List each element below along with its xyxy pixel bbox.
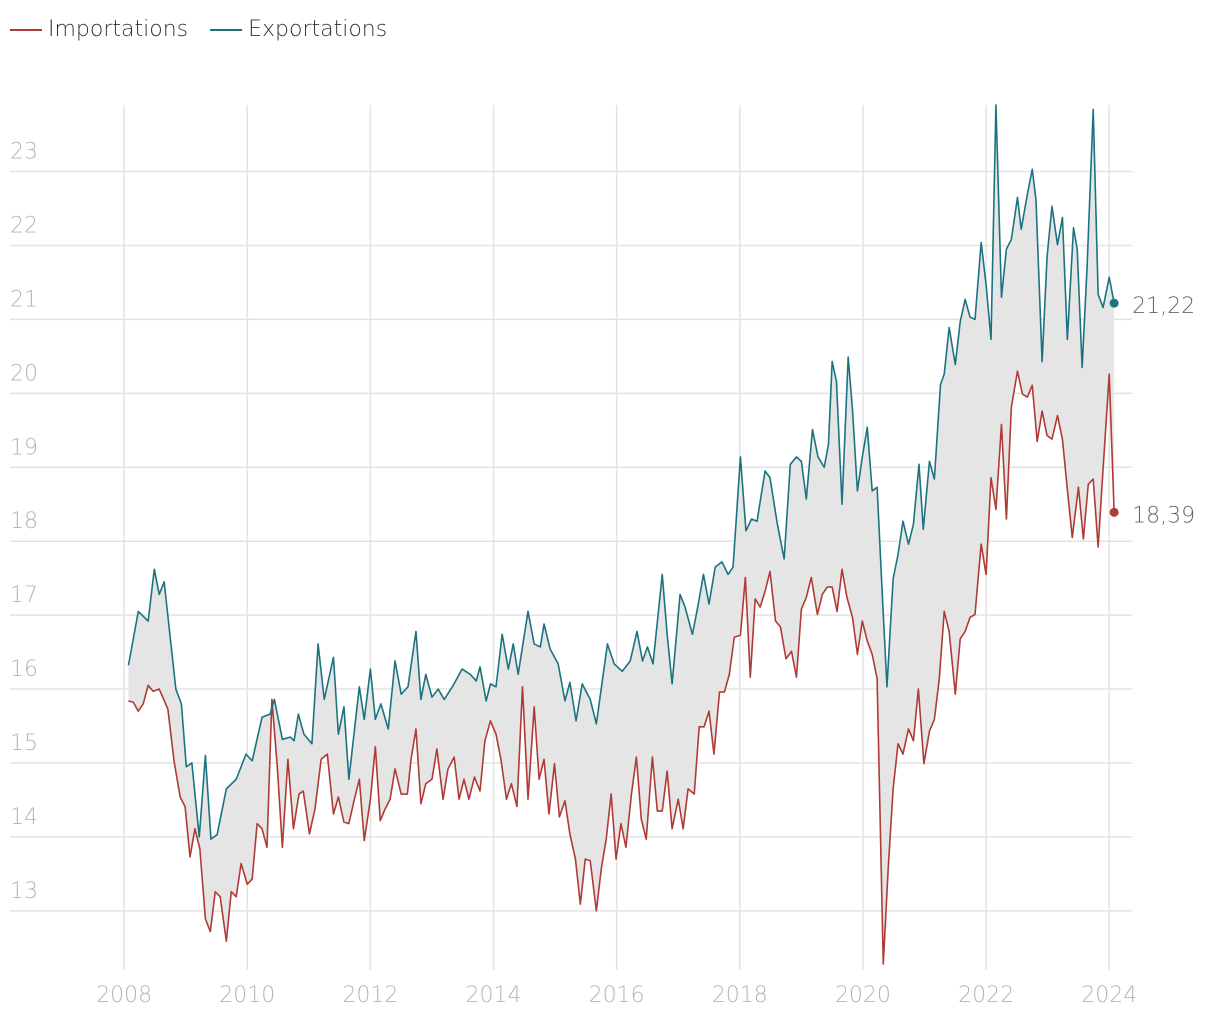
end-label: 18,39 xyxy=(1132,503,1195,528)
y-tick-label: 19 xyxy=(10,435,38,460)
x-tick-label: 2010 xyxy=(219,983,275,1008)
series-line xyxy=(128,370,1115,965)
y-tick-label: 13 xyxy=(10,879,38,904)
legend-label: Exportations xyxy=(248,17,387,42)
y-tick-label: 16 xyxy=(10,657,38,682)
x-tick-label: 2012 xyxy=(342,983,398,1008)
legend-label: Importations xyxy=(48,17,188,42)
end-dot xyxy=(1109,507,1119,517)
x-tick-label: 2024 xyxy=(1081,983,1137,1008)
y-tick-label: 14 xyxy=(10,805,38,830)
x-tick-label: 2016 xyxy=(589,983,645,1008)
y-tick-label: 20 xyxy=(10,361,38,386)
gap-band xyxy=(128,105,1115,965)
y-tick-label: 23 xyxy=(10,140,38,165)
y-tick-label: 15 xyxy=(10,731,38,756)
y-tick-label: 18 xyxy=(10,509,38,534)
end-label: 21,22 xyxy=(1132,294,1195,319)
y-tick-label: 22 xyxy=(10,213,38,238)
x-tick-label: 2018 xyxy=(712,983,768,1008)
series-line xyxy=(127,104,1115,840)
y-tick-label: 17 xyxy=(10,583,38,608)
x-tick-label: 2014 xyxy=(466,983,522,1008)
y-tick-label: 21 xyxy=(10,287,38,312)
x-tick-label: 2008 xyxy=(96,983,152,1008)
x-tick-label: 2022 xyxy=(958,983,1014,1008)
end-dot xyxy=(1109,298,1119,308)
x-tick-label: 2020 xyxy=(835,983,891,1008)
